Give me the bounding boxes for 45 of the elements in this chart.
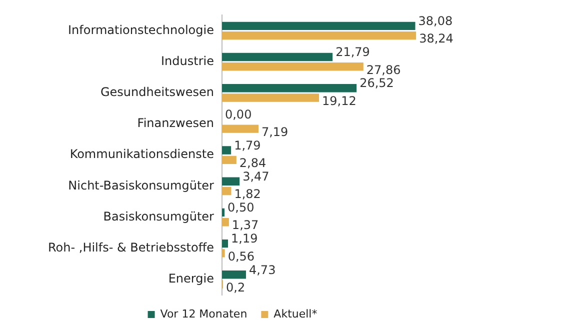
bar: [222, 146, 232, 154]
data-label: 26,52: [360, 76, 394, 90]
data-label: 27,86: [366, 62, 401, 77]
bar: [222, 156, 236, 164]
bar: [222, 218, 229, 226]
bar: [222, 177, 240, 186]
data-label: 3,47: [242, 169, 270, 184]
data-label: 19,12: [322, 94, 356, 108]
y-tick-label: Finanzwesen: [137, 116, 214, 130]
y-tick-label: Basiskonsumgüter: [103, 209, 214, 224]
y-tick-label: Kommunikationsdienste: [70, 147, 214, 162]
legend-label: Vor 12 Monaten: [160, 307, 248, 320]
data-label: 0,2: [226, 280, 246, 294]
bar: [222, 239, 228, 248]
data-label: 0,56: [228, 249, 255, 264]
y-tick-label: Industrie: [160, 54, 214, 68]
y-tick-label: Nicht-Basiskonsumgüter: [68, 178, 214, 192]
bar: [222, 31, 416, 40]
bar: [222, 52, 333, 62]
bar: [222, 270, 246, 279]
data-label: 0,00: [224, 107, 252, 122]
data-label: 7,19: [261, 124, 288, 139]
bar: [222, 208, 225, 217]
data-label: 38,08: [418, 14, 453, 28]
data-label: 1,19: [231, 232, 258, 246]
data-label: 1,37: [232, 218, 259, 232]
bar: [222, 84, 357, 92]
legend-label: Aktuell*: [274, 307, 318, 320]
data-label: 21,79: [336, 45, 370, 60]
y-tick-label: Roh- ,Hilfs- & Betriebsstoffe: [48, 240, 214, 254]
bar: [222, 94, 320, 102]
data-label: 4,73: [248, 262, 276, 277]
y-tick-label: Gesundheitswesen: [100, 85, 214, 100]
bar: [222, 186, 232, 196]
data-label: 2,84: [239, 156, 266, 170]
bar: [222, 22, 416, 30]
data-label: 1,82: [234, 187, 261, 202]
y-tick-label: Informationstechnologie: [68, 22, 214, 37]
data-label: 0,50: [228, 200, 254, 215]
data-label: 38,24: [419, 32, 454, 46]
y-tick-label: Energie: [168, 272, 214, 286]
bar: [222, 62, 364, 71]
bar: [222, 124, 258, 133]
data-label: 1,79: [234, 138, 261, 152]
bar: [222, 249, 225, 258]
